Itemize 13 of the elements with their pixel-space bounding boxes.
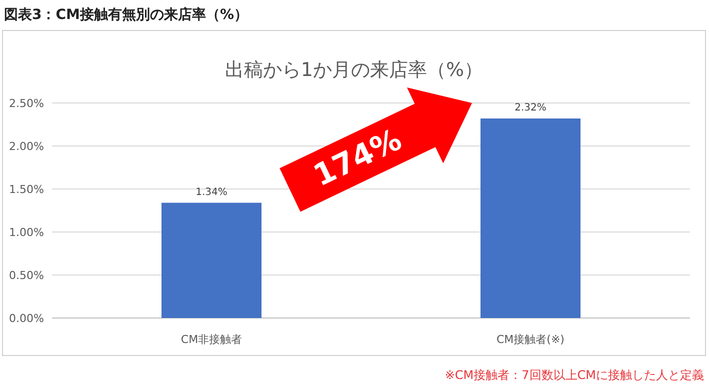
y-tick-label: 2.00% [9,140,44,153]
x-tick-label: CM接触者(※) [496,333,564,346]
data-label: 2.32% [514,102,546,114]
y-tick-label: 2.50% [9,97,44,110]
text: ※CM接触者：7回数以上CMに接触した人と定義 [444,368,704,382]
x-tick-label: CM非接触者 [180,333,242,346]
chart-subtitle: 出稿から1か月の来店率（%） [224,59,484,81]
chart-title: 図表3：CM接触有無別の来店率（%） [4,6,248,23]
y-tick-label: 0.00% [9,312,44,325]
y-tick-label: 1.00% [9,226,44,239]
y-tick-label: 0.50% [9,269,44,282]
data-label: 1.34% [196,186,228,198]
y-tick-label: 1.50% [9,183,44,196]
